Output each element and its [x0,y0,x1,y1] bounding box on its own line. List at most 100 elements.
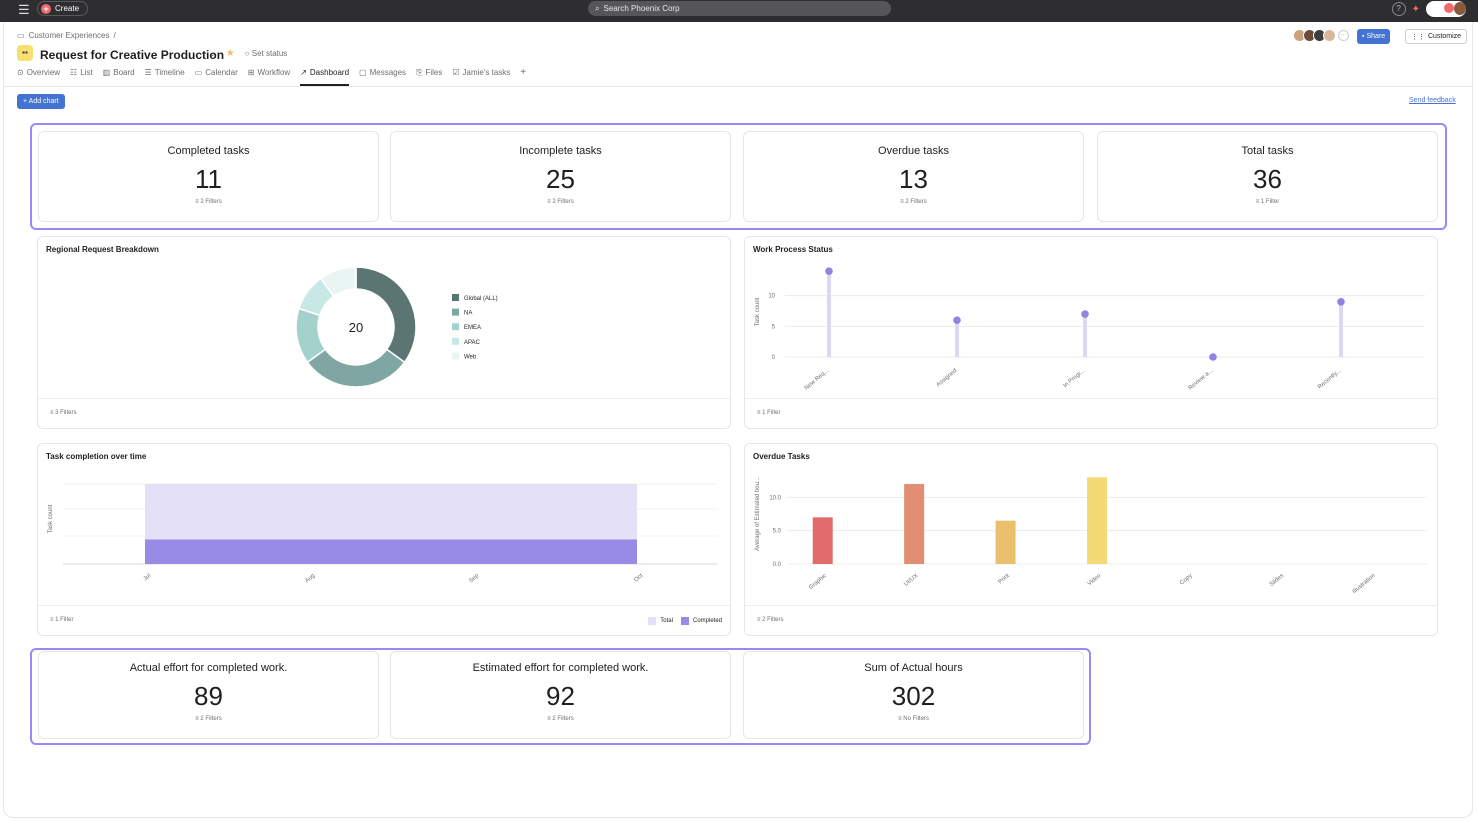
stat-filter[interactable]: ≡ 2 Filters [39,716,378,722]
chart-footer: ≡ 1 Filter [745,398,1437,428]
project-icon: ▪▪ [17,45,33,61]
more-members-icon[interactable]: ··· [1338,30,1349,41]
search-input[interactable]: ⌕ Search Phoenix Corp [588,1,891,16]
member-avatars[interactable]: ··· [1293,29,1349,42]
top-bar: ☰ + Create ⌕ Search Phoenix Corp ? ✦ [0,0,1478,22]
lollipop-stem [827,271,831,357]
tab-jamies-tasks[interactable]: ☑ Jamie's tasks [452,68,510,86]
bar [904,484,925,564]
share-button[interactable]: ▪ Share [1357,29,1391,44]
pie-slice [355,266,417,364]
stat-card-actual-effort[interactable]: Actual effort for completed work. 89 ≡ 2… [38,651,379,739]
hamburger-icon[interactable]: ☰ [18,2,30,17]
x-tick-label: Aug [304,573,316,584]
y-tick-label: 5.0 [773,529,782,535]
legend-swatch [680,617,689,625]
tab-workflow[interactable]: ⊞ Workflow [248,68,290,86]
stat-value: 92 [546,681,575,711]
tab-files[interactable]: ⎘ Files [416,68,442,86]
x-tick-label: Sep [468,573,481,585]
filter-icon: ≡ [547,199,553,205]
filter-label: 2 Filters [762,617,784,623]
tab-calendar[interactable]: ▭ Calendar [195,68,238,86]
stat-filter[interactable]: ≡ 1 Filter [1098,199,1437,205]
chart-filter[interactable]: ≡ 2 Filters [757,617,784,623]
pie-slice [306,348,406,388]
x-tick-label: Assigned [936,368,959,388]
set-status-button[interactable]: ○ Set status [244,49,288,58]
tab-label: Jamie's tasks [462,68,511,77]
board-icon: ▥ [102,68,111,77]
stat-filter[interactable]: ≡ No Filters [744,716,1083,722]
chart-card-regional[interactable]: Regional Request Breakdown 20 Global (ALL… [37,236,731,429]
add-tab-button[interactable]: + [520,68,526,86]
stat-filter[interactable]: ≡ 2 Filters [391,199,730,205]
create-label: Create [55,4,80,13]
stat-card-estimated-effort[interactable]: Estimated effort for completed work. 92 … [390,651,731,739]
page-title[interactable]: Request for Creative Production [40,48,225,62]
stat-card-total[interactable]: Total tasks 36 ≡ 1 Filter [1097,131,1438,222]
filter-label: No Filters [903,716,929,722]
chart-filter[interactable]: ≡ 1 Filter [50,617,74,623]
tasks-icon: ☑ [452,68,460,77]
stats-group-highlight [30,123,1447,230]
tab-label: Workflow [257,68,291,77]
send-feedback-link[interactable]: Send feedback [1409,97,1456,104]
chart-filter[interactable]: ≡ 3 Filters [50,410,77,416]
stat-card-completed[interactable]: Completed tasks 11 ≡ 2 Filters [38,131,379,222]
y-axis-label: Average of Estimated hou... [755,477,761,551]
workflow-icon: ⊞ [247,68,255,77]
stat-value: 89 [194,681,223,711]
star-icon[interactable]: ★ [225,48,235,59]
chevron-down-icon[interactable]: ⌄ [209,49,216,58]
filter-label: 2 Filters [552,716,574,722]
chart-card-work-process[interactable]: Work Process Status 0 5 10 Task count New Re… [744,236,1438,429]
tab-board[interactable]: ▥ Board [103,68,135,86]
x-tick-label: Illustration [1352,573,1377,595]
tab-overview[interactable]: ⊙ Overview [17,68,60,86]
tab-timeline[interactable]: ☰ Timeline [145,68,185,86]
filter-icon: ≡ [757,617,763,623]
stat-card-overdue[interactable]: Overdue tasks 13 ≡ 2 Filters [743,131,1084,222]
filter-label: 2 Filters [552,199,574,205]
plus-icon: + [520,67,527,78]
filter-icon: ≡ [898,716,904,722]
donut-chart: 20 Global (ALL) NA EMEA APAC Web [295,266,498,388]
tab-divider [3,86,1473,87]
stat-card-actual-hours[interactable]: Sum of Actual hours 302 ≡ No Filters [743,651,1084,739]
files-icon: ⎘ [416,68,423,77]
x-tick-label: Video [1087,573,1103,588]
y-tick-label: 0.0 [773,562,782,568]
chart-card-completion[interactable]: Task completion over time Task count Jul A… [37,443,731,636]
chart-filter[interactable]: ≡ 1 Filter [757,410,781,416]
breadcrumb-link[interactable]: Customer Experiences [28,31,110,40]
stat-filter[interactable]: ≡ 2 Filters [744,199,1083,205]
tab-messages[interactable]: ▢ Messages [359,68,406,86]
donut-center-label: 20 [349,320,363,335]
help-icon[interactable]: ? [1391,2,1406,16]
filter-icon: ≡ [547,716,553,722]
legend-label: EMEA [464,325,481,331]
tab-label: Board [113,68,135,77]
stat-filter[interactable]: ≡ 2 Filters [39,199,378,205]
create-button[interactable]: + Create [37,1,89,16]
tab-dashboard[interactable]: ↗ Dashboard [300,68,350,86]
user-menu[interactable] [1426,1,1466,17]
tab-list[interactable]: ☷ List [70,68,93,86]
customize-button[interactable]: ⋮⋮ Customize [1405,29,1468,44]
chart-card-overdue[interactable]: Overdue Tasks 0.0 5.0 10.0 Average of Estim… [744,443,1438,636]
ai-sparkle-icon[interactable]: ✦ [1411,3,1420,15]
set-status-label: Set status [251,49,288,58]
x-tick-label: Slides [1269,573,1285,588]
stat-filter[interactable]: ≡ 2 Filters [391,716,730,722]
filter-icon: ≡ [900,199,906,205]
stat-card-incomplete[interactable]: Incomplete tasks 25 ≡ 2 Filters [390,131,731,222]
tab-label: Timeline [154,68,185,77]
stat-title: Total tasks [1241,145,1294,157]
stat-title: Incomplete tasks [519,145,602,157]
lollipop-stem [1083,314,1087,357]
filter-label: 2 Filters [905,199,927,205]
add-chart-button[interactable]: + Add chart [17,94,65,109]
data-point [1337,298,1345,306]
filter-label: 1 Filter [55,617,74,623]
